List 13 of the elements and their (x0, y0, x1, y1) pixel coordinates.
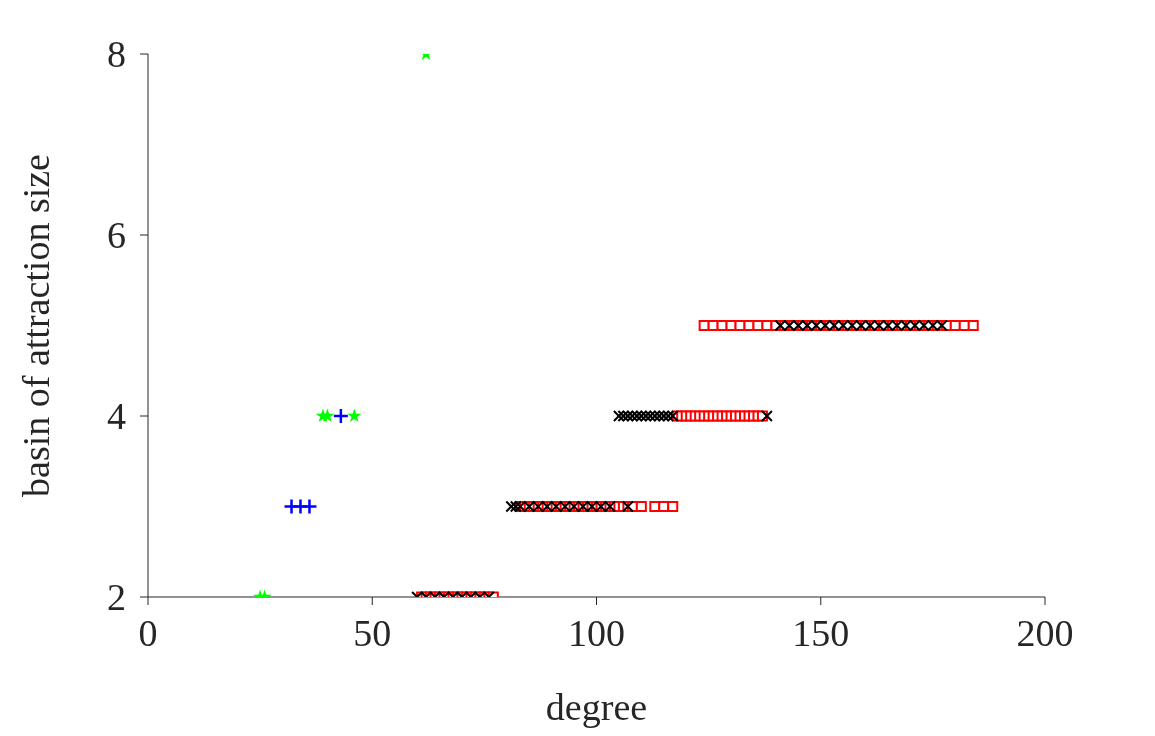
x-tick-label: 200 (1016, 611, 1074, 654)
x-tick-label: 50 (353, 611, 392, 654)
y-tick-label: 8 (107, 33, 126, 76)
point (320, 408, 335, 423)
y-tick-label: 4 (107, 395, 126, 438)
point (347, 408, 362, 423)
y-axis-title: basin of attraction size (15, 154, 58, 497)
y-tick-label: 2 (107, 576, 126, 619)
x-tick-label: 100 (568, 611, 625, 654)
x-tick-label: 0 (138, 611, 158, 654)
x-tick-label: 150 (792, 611, 850, 654)
x-axis-title: degree (545, 686, 648, 728)
y-tick-label: 6 (107, 214, 126, 257)
